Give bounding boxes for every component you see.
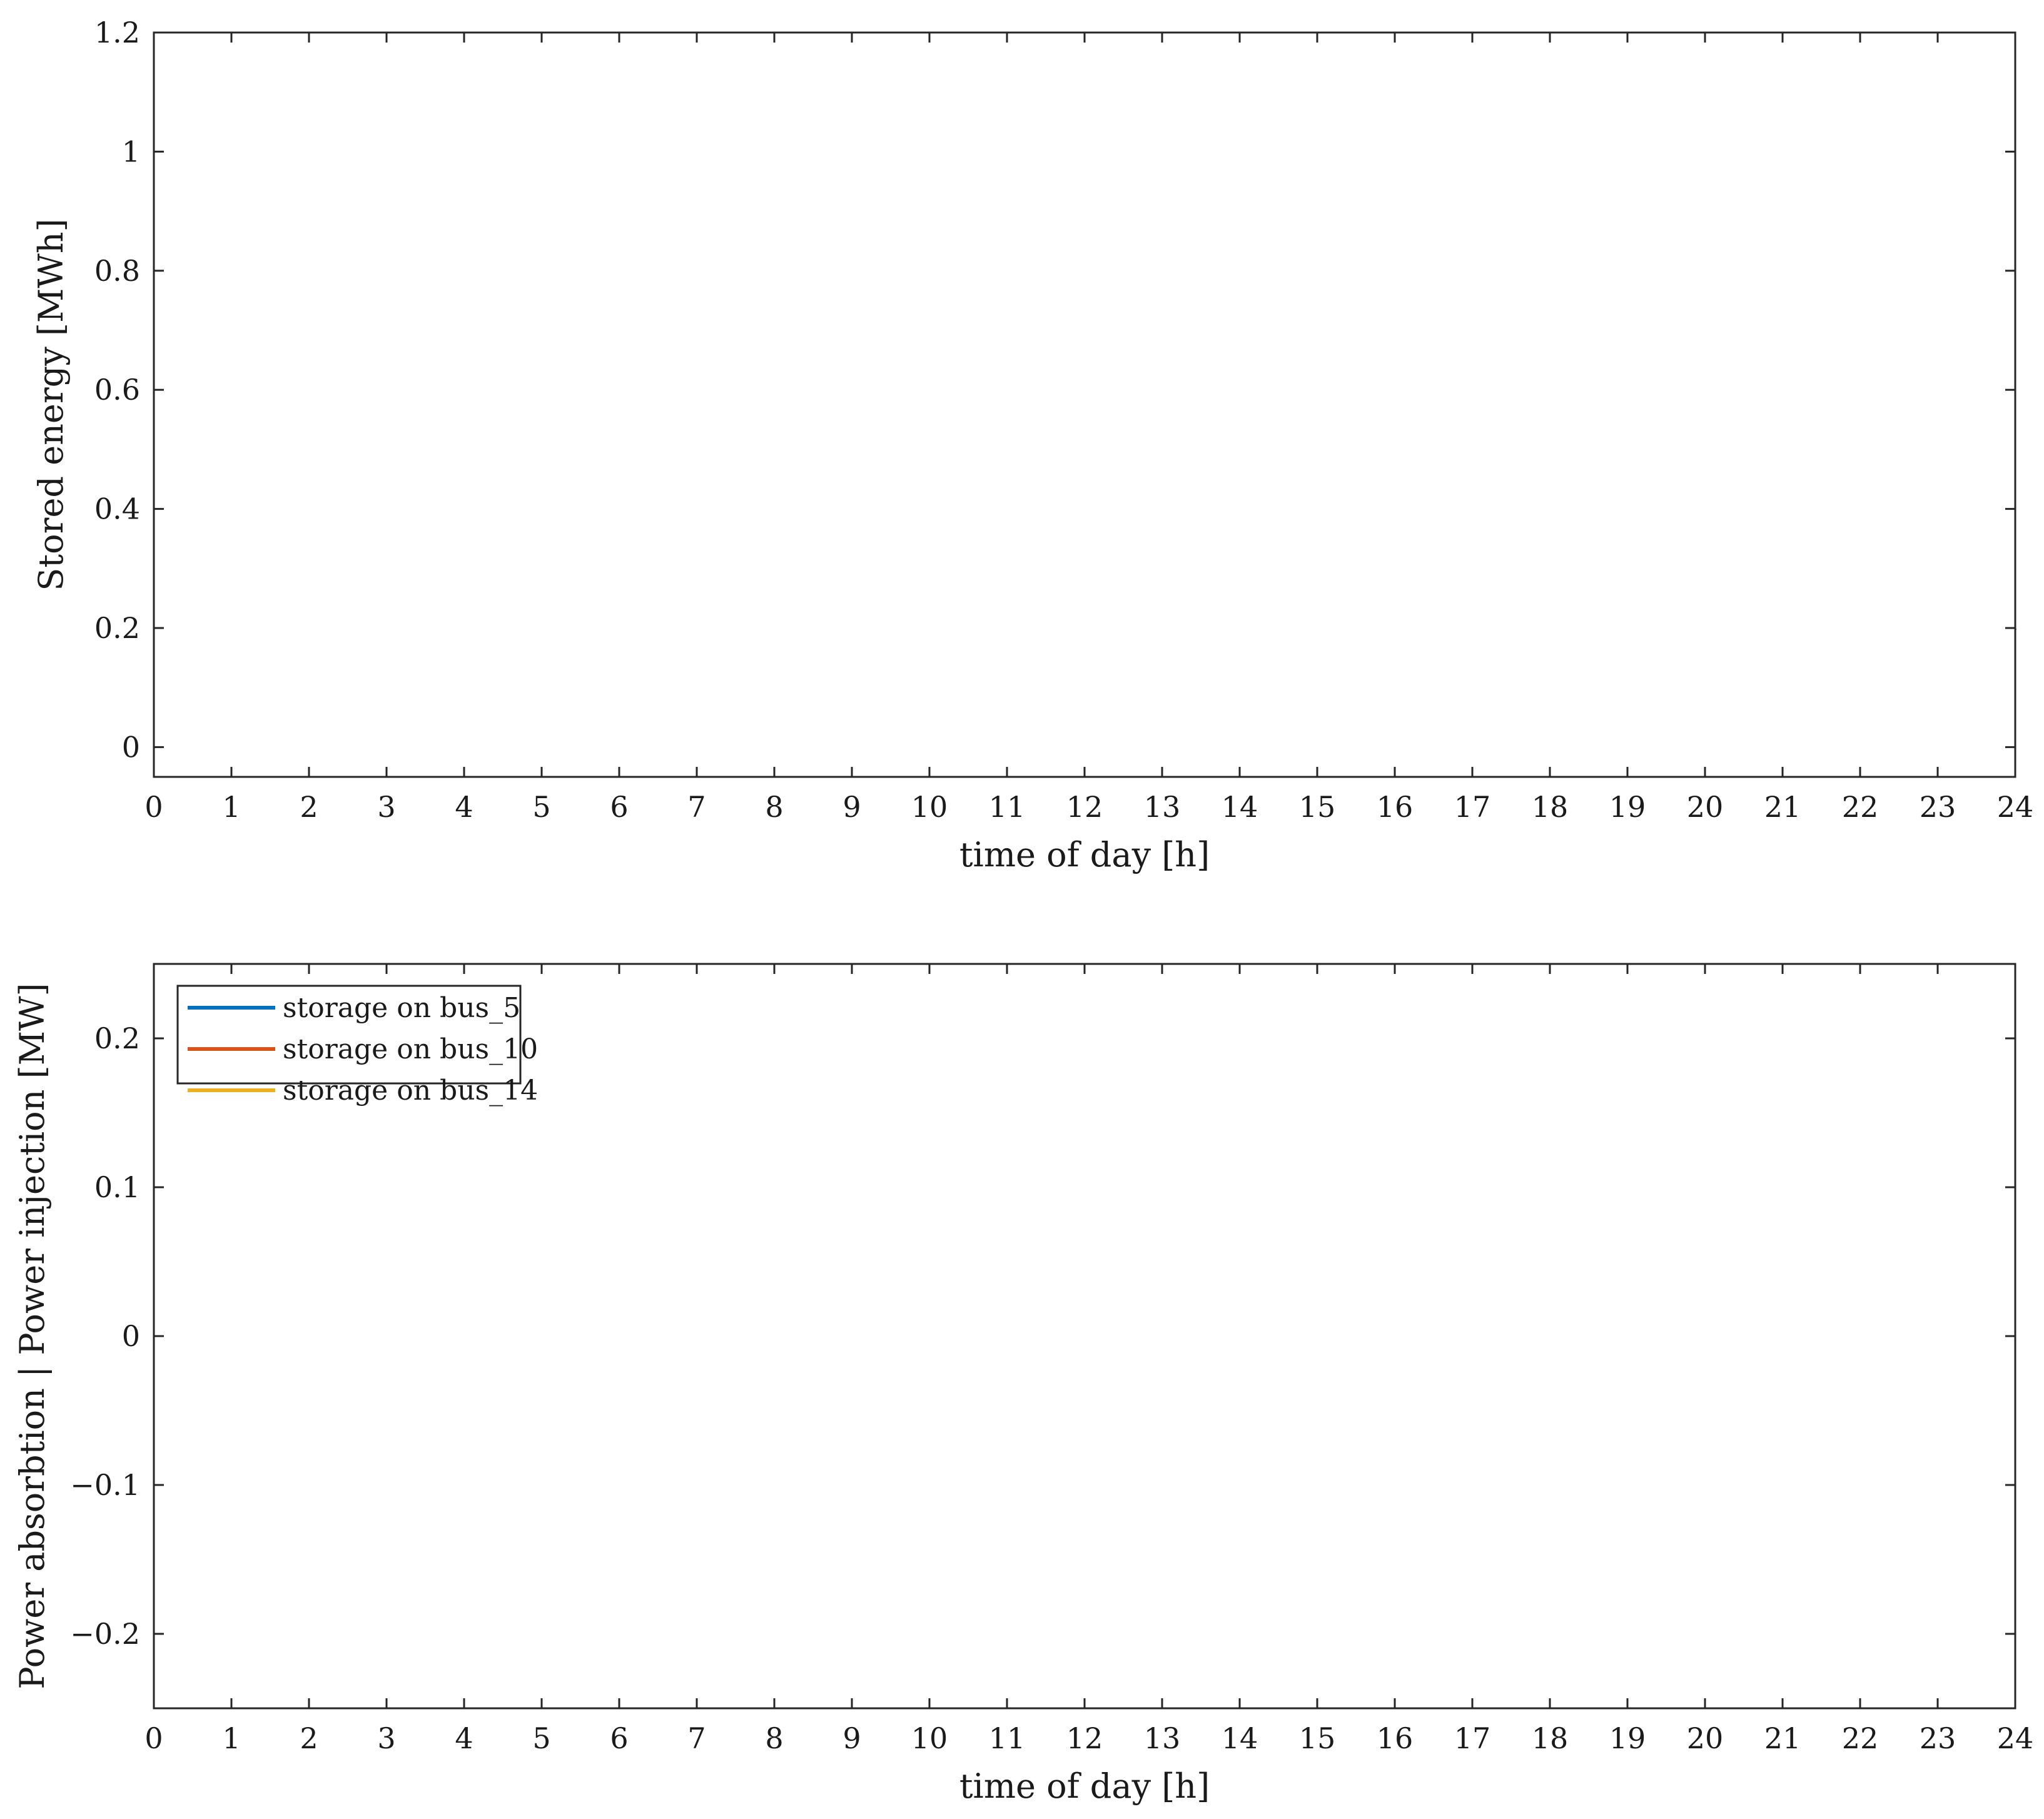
x-tick-label: 7 xyxy=(687,790,706,824)
x-tick-label: 2 xyxy=(300,790,318,824)
y-tick-label: 0.6 xyxy=(94,373,140,407)
legend-label-1: storage on bus_10 xyxy=(283,1033,538,1065)
y-tick-label: 0.2 xyxy=(94,611,140,645)
x-tick-label: 22 xyxy=(1842,1721,1879,1755)
power-chart: 0 1 2 3 4 5 6 7 8 9 10 11 12 13 14 15 16 17 18 19 20 21 22 23 24… xyxy=(13,963,2034,1806)
y-tick-label: −0.1 xyxy=(70,1468,140,1502)
y-tick-label: 1.2 xyxy=(94,16,140,49)
x-tick-label: 17 xyxy=(1454,790,1491,824)
y-tick-label: 0.1 xyxy=(94,1170,140,1204)
x-tick-label: 13 xyxy=(1144,1721,1181,1755)
x-tick-label: 24 xyxy=(1997,1721,2034,1755)
x-tick-label: 21 xyxy=(1764,790,1801,824)
x-tick-label: 20 xyxy=(1687,790,1724,824)
y-tick-label: 0 xyxy=(122,730,140,764)
x-tick-label: 0 xyxy=(144,1721,163,1755)
x-tick-label: 0 xyxy=(144,790,163,824)
y-tick-label: 1 xyxy=(122,134,140,168)
x-tick-label: 15 xyxy=(1299,790,1336,824)
x-tick-label: 14 xyxy=(1222,1721,1258,1755)
x-tick-label: 9 xyxy=(842,790,861,824)
x-tick-label: 11 xyxy=(989,1721,1026,1755)
y-axis-label: Power absorbtion | Power injection [MW] xyxy=(13,983,52,1689)
x-tick-label: 22 xyxy=(1842,790,1879,824)
x-tick-label: 23 xyxy=(1920,1721,1956,1755)
x-tick-label: 6 xyxy=(610,790,628,824)
x-tick-label: 1 xyxy=(222,790,240,824)
legend-label-2: storage on bus_14 xyxy=(283,1075,538,1107)
y-axis-label: Stored energy [MWh] xyxy=(31,218,71,590)
x-tick-label: 19 xyxy=(1609,1721,1646,1755)
x-tick-label: 16 xyxy=(1377,790,1414,824)
x-tick-label: 12 xyxy=(1066,790,1103,824)
legend-box xyxy=(176,985,522,1085)
x-tick-label: 10 xyxy=(911,1721,948,1755)
x-tick-label: 19 xyxy=(1609,790,1646,824)
x-tick-label: 10 xyxy=(911,790,948,824)
x-tick-label: 4 xyxy=(455,790,473,824)
x-tick-label: 24 xyxy=(1997,790,2034,824)
legend-label-0: storage on bus_5 xyxy=(283,992,520,1024)
x-tick-label: 15 xyxy=(1299,1721,1336,1755)
y-tick-label: 0 xyxy=(122,1319,140,1353)
x-tick-label: 18 xyxy=(1532,1721,1569,1755)
x-tick-label: 8 xyxy=(765,1721,783,1755)
x-tick-label: 3 xyxy=(377,1721,395,1755)
axes-frame xyxy=(153,31,2016,778)
y-tick-label: 0.4 xyxy=(94,492,140,526)
y-tick-label: −0.2 xyxy=(70,1617,140,1651)
x-tick-label: 5 xyxy=(532,1721,550,1755)
x-tick-label: 16 xyxy=(1377,1721,1414,1755)
x-tick-label: 5 xyxy=(532,790,550,824)
x-tick-label: 1 xyxy=(222,1721,240,1755)
x-tick-label: 11 xyxy=(989,790,1026,824)
x-tick-label: 21 xyxy=(1764,1721,1801,1755)
stored-energy-chart: 0 1 2 3 4 5 6 7 8 9 10 11 12 13 14 15 16 17 18 19 20 21 22 23 24… xyxy=(31,16,2033,874)
x-tick-label: 7 xyxy=(687,1721,706,1755)
x-tick-label: 13 xyxy=(1144,790,1181,824)
x-tick-label: 6 xyxy=(610,1721,628,1755)
y-tick-label: 0.2 xyxy=(94,1021,140,1055)
x-tick-label: 2 xyxy=(300,1721,318,1755)
x-tick-label: 17 xyxy=(1454,1721,1491,1755)
y-tick-label: 0.8 xyxy=(94,254,140,288)
x-tick-label: 14 xyxy=(1222,790,1258,824)
x-tick-label: 9 xyxy=(842,1721,861,1755)
x-tick-label: 8 xyxy=(765,790,783,824)
x-tick-label: 18 xyxy=(1532,790,1569,824)
x-axis-label: time of day [h] xyxy=(959,835,1210,874)
x-tick-label: 12 xyxy=(1066,1721,1103,1755)
x-tick-label: 3 xyxy=(377,790,395,824)
x-tick-label: 20 xyxy=(1687,1721,1724,1755)
x-tick-label: 23 xyxy=(1920,790,1956,824)
x-tick-label: 4 xyxy=(455,1721,473,1755)
x-axis-label: time of day [h] xyxy=(959,1766,1210,1806)
